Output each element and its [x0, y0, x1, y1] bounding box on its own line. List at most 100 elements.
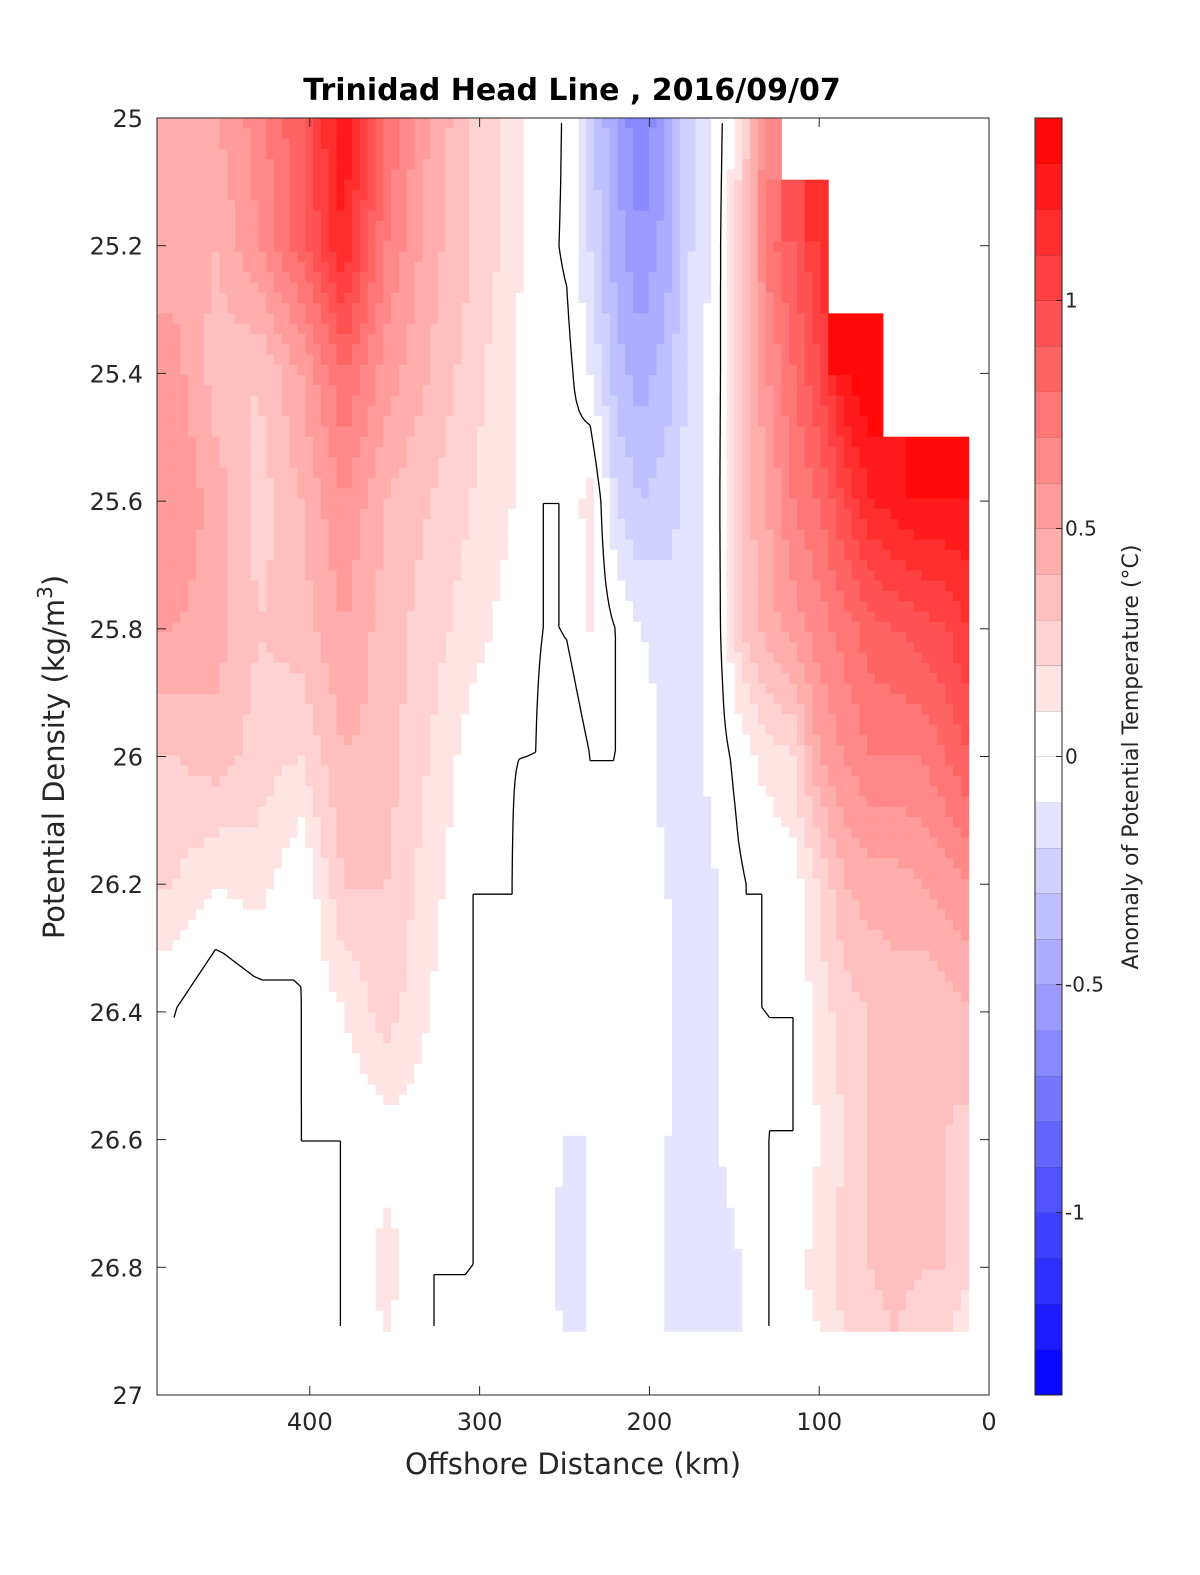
field-cell	[570, 241, 580, 253]
field-cell	[843, 632, 853, 643]
field-cell	[765, 539, 775, 551]
field-cell	[672, 518, 681, 530]
field-cell	[196, 611, 205, 623]
field-cell	[765, 313, 775, 325]
field-cell	[789, 303, 798, 314]
field-cell	[656, 282, 665, 294]
field-cell	[320, 375, 330, 386]
field-cell	[484, 385, 494, 397]
field-cell	[828, 498, 837, 510]
field-cell	[609, 128, 619, 140]
field-cell	[352, 313, 361, 325]
field-cell	[383, 385, 392, 397]
field-cell	[609, 436, 619, 448]
field-cell	[289, 477, 299, 489]
field-cell	[367, 549, 377, 561]
field-cell	[835, 395, 845, 407]
field-cell	[476, 508, 486, 520]
field-cell	[453, 601, 462, 613]
field-cell	[515, 416, 525, 428]
field-cell	[711, 179, 720, 191]
field-cell	[414, 354, 423, 366]
field-cell	[594, 231, 603, 242]
field-cell	[578, 169, 587, 181]
field-cell	[937, 446, 946, 458]
field-cell	[469, 632, 478, 643]
field-cell	[633, 549, 642, 561]
field-cell	[633, 601, 642, 613]
field-cell	[227, 601, 236, 613]
field-cell	[453, 652, 462, 664]
field-cell	[476, 241, 486, 253]
field-cell	[820, 498, 829, 510]
field-cell	[742, 549, 751, 561]
field-cell	[172, 354, 182, 366]
field-cell	[687, 375, 697, 386]
field-cell	[375, 364, 384, 376]
field-cell	[945, 436, 954, 448]
field-cell	[921, 642, 931, 654]
field-cell	[773, 220, 782, 232]
field-cell	[188, 436, 197, 448]
field-cell	[703, 426, 712, 438]
field-cell	[750, 303, 759, 314]
field-cell	[757, 539, 767, 551]
field-cell	[289, 282, 299, 294]
field-cell	[414, 416, 423, 428]
field-cell	[445, 632, 455, 643]
field-cell	[633, 282, 642, 294]
field-cell	[484, 118, 494, 129]
field-cell	[687, 385, 697, 397]
field-cell	[180, 477, 189, 489]
field-cell	[469, 416, 478, 428]
field-cell	[242, 272, 252, 284]
field-cell	[742, 580, 751, 592]
field-cell	[773, 621, 782, 633]
field-cell	[235, 241, 244, 253]
field-cell	[437, 169, 447, 181]
field-cell	[453, 477, 462, 489]
field-cell	[594, 457, 603, 469]
field-cell	[578, 210, 587, 222]
field-cell	[313, 231, 322, 242]
field-cell	[898, 436, 907, 448]
field-cell	[515, 560, 525, 571]
field-cell	[414, 272, 423, 284]
field-cell	[601, 364, 611, 376]
field-cell	[305, 518, 314, 530]
field-cell	[492, 632, 501, 643]
field-cell	[203, 220, 213, 232]
field-cell	[461, 642, 470, 654]
field-cell	[469, 570, 478, 582]
field-cell	[570, 323, 580, 335]
field-cell	[695, 313, 704, 325]
field-cell	[203, 539, 213, 551]
field-cell	[796, 580, 806, 592]
field-cell	[687, 477, 697, 489]
field-cell	[352, 590, 361, 602]
field-cell	[398, 148, 408, 160]
field-cell	[515, 303, 525, 314]
field-cell	[765, 241, 775, 253]
field-cell	[523, 159, 533, 170]
field-cell	[726, 333, 736, 345]
field-cell	[742, 426, 751, 438]
field-cell	[305, 611, 314, 623]
field-cell	[773, 169, 782, 181]
field-cell	[570, 549, 580, 561]
field-cell	[734, 313, 743, 325]
field-cell	[383, 128, 392, 140]
field-cell	[586, 138, 595, 150]
field-cell	[617, 395, 626, 407]
field-cell	[344, 303, 353, 314]
field-cell	[250, 128, 260, 140]
field-cell	[430, 467, 439, 479]
field-cell	[383, 200, 392, 212]
field-cell	[515, 354, 525, 366]
field-cell	[523, 272, 533, 284]
field-cell	[258, 313, 267, 325]
field-cell	[453, 621, 462, 633]
field-cell	[336, 642, 345, 654]
field-cell	[601, 652, 611, 664]
field-cell	[695, 251, 704, 263]
